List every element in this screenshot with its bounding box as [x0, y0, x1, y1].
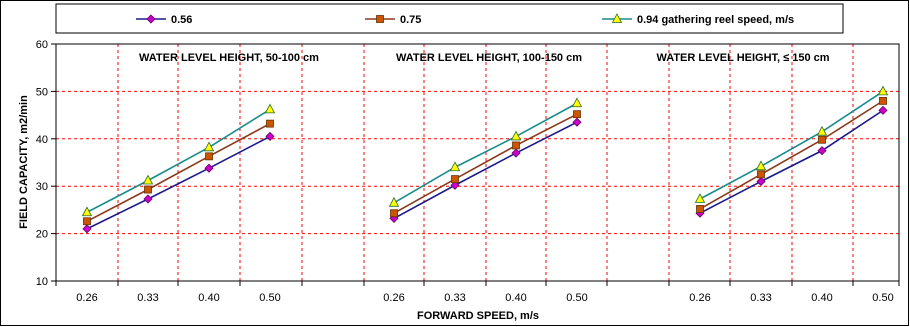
legend-box: [55, 3, 844, 34]
diamond-marker: [265, 131, 275, 141]
series-line: [393, 113, 578, 214]
y-tick-label: 30: [36, 181, 48, 193]
triangle-marker: [571, 97, 583, 108]
y-tick-label: 60: [36, 39, 48, 51]
triangle-marker: [203, 141, 215, 152]
triangle-marker: [81, 206, 93, 217]
x-tick-label: 0.40: [505, 292, 526, 304]
series-line: [393, 121, 578, 220]
diamond-marker: [82, 224, 92, 234]
plot-area: [55, 43, 900, 282]
series-lines: [81, 85, 889, 234]
diamond-marker: [878, 105, 888, 115]
series-line: [699, 109, 884, 214]
triangle-marker: [449, 161, 461, 172]
series-line: [86, 108, 271, 213]
square-marker: [376, 15, 384, 23]
triangle-marker: [694, 193, 706, 203]
x-tick-label: 0.33: [750, 292, 771, 304]
square-marker: [818, 135, 826, 144]
square-marker: [451, 175, 459, 183]
square-marker: [266, 119, 274, 128]
grid: [56, 44, 899, 281]
x-tick-label: 0.40: [811, 292, 832, 304]
axes: 10 20 30 40 50 60 0.26 0.33 0.40 0.50 0.26 0.33 0.40…: [36, 39, 900, 304]
triangle-marker: [510, 130, 522, 141]
square-marker: [696, 205, 704, 213]
square-marker: [573, 110, 581, 119]
y-axis-title: FIELD CAPACITY, m2/min: [18, 95, 30, 229]
square-marker: [205, 152, 213, 161]
x-tick-label: 0.40: [198, 292, 219, 304]
square-marker: [512, 141, 520, 150]
x-tick-label: 0.50: [259, 292, 280, 304]
legend-label: 0.75: [400, 14, 421, 26]
diamond-marker: [572, 117, 582, 127]
legend-label: 0.94 gathering reel speed, m/s: [637, 14, 794, 26]
y-tick-label: 10: [36, 276, 48, 288]
y-tick-label: 50: [36, 86, 48, 98]
panel-label: WATER LEVEL HEIGHT, 50-100 cm: [139, 52, 319, 64]
triangle-marker: [388, 196, 400, 207]
panel-label: WATER LEVEL HEIGHT, ≤ 150 cm: [656, 52, 829, 64]
y-tick-label: 20: [36, 229, 48, 241]
square-marker: [757, 170, 765, 179]
triangle-marker: [264, 103, 276, 114]
diamond-marker: [450, 180, 460, 190]
square-marker: [144, 185, 152, 194]
series-line: [699, 100, 884, 210]
diamond-marker: [756, 176, 766, 187]
series-line: [86, 135, 271, 230]
square-marker: [83, 217, 91, 226]
legend-label: 0.56: [171, 14, 192, 26]
diamond-marker: [143, 194, 153, 204]
x-tick-label: 0.26: [76, 292, 97, 304]
diamond-marker: [817, 146, 827, 156]
series-line: [393, 102, 578, 204]
square-marker: [390, 209, 398, 218]
x-axis-title: FORWARD SPEED, m/s: [417, 310, 539, 322]
triangle-marker: [755, 160, 767, 171]
x-tick-label: 0.26: [689, 292, 710, 304]
x-tick-label: 0.50: [566, 292, 587, 304]
x-tick-label: 0.26: [383, 292, 404, 304]
y-tick-label: 40: [36, 134, 48, 146]
x-tick-label: 0.33: [444, 292, 465, 304]
diamond-marker: [146, 14, 156, 24]
triangle-marker: [142, 174, 154, 185]
panel-labels: WATER LEVEL HEIGHT, 50-100 cm WATER LEVEL…: [139, 52, 830, 64]
x-tick-label: 0.33: [137, 292, 158, 304]
triangle-marker: [877, 85, 889, 96]
x-tick-label: 0.50: [872, 292, 893, 304]
series-line: [699, 90, 884, 200]
triangle-marker: [816, 125, 828, 136]
legend: 0.56 0.75 0.94 gathering reel speed, m/s: [55, 3, 844, 34]
diamond-marker: [511, 148, 521, 158]
square-marker: [879, 96, 887, 105]
triangle-marker: [611, 13, 623, 23]
diamond-marker: [204, 163, 214, 173]
panel-label: WATER LEVEL HEIGHT, 100-150 cm: [396, 52, 582, 64]
series-line: [86, 122, 271, 222]
